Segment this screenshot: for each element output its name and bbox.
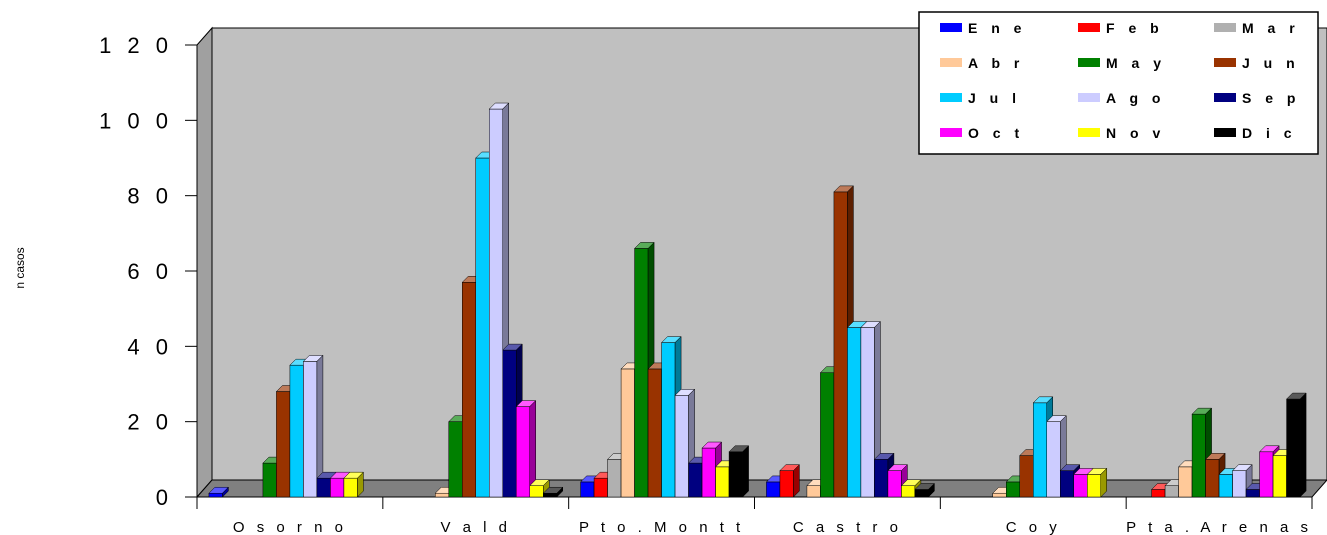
legend-swatch [1214, 23, 1236, 32]
y-tick-label: 8 0 [127, 184, 173, 209]
x-tick-label: P t a . A r e n a s [1126, 519, 1312, 535]
x-tick-label: O s o r n o [233, 519, 347, 535]
legend-label: S e p [1242, 90, 1300, 106]
legend-swatch [1214, 93, 1236, 102]
bar [1087, 468, 1107, 497]
side-wall [197, 28, 212, 497]
legend-swatch [1214, 128, 1236, 137]
legend-swatch [1078, 128, 1100, 137]
legend-label: F e b [1106, 20, 1164, 36]
legend: E n e F e b M a r A b r M a y J u n J u l A g o… [919, 12, 1318, 154]
legend-swatch [1078, 23, 1100, 32]
bar [1287, 393, 1307, 497]
bar [344, 472, 364, 497]
legend-swatch [1078, 58, 1100, 67]
y-axis-label: n casos [13, 247, 27, 288]
bar [780, 465, 800, 497]
legend-label: M a y [1106, 55, 1166, 71]
legend-swatch [940, 23, 962, 32]
legend-label: M a r [1242, 20, 1300, 36]
legend-label: A g o [1106, 90, 1165, 106]
y-tick-label: 0 [156, 485, 173, 510]
bar [729, 446, 749, 497]
x-tick-label: C a s t r o [793, 519, 902, 535]
y-tick-label: 6 0 [127, 259, 173, 284]
legend-swatch [940, 128, 962, 137]
legend-label: D i c [1242, 125, 1297, 141]
y-tick-label: 1 0 0 [99, 108, 173, 133]
y-tick-label: 2 0 [127, 410, 173, 435]
legend-label: A b r [968, 55, 1024, 71]
x-tick-label: V a l d [440, 519, 511, 535]
x-tick-label: P t o . M o n t t [579, 519, 744, 535]
y-tick-label: 4 0 [127, 334, 173, 359]
legend-label: J u l [968, 90, 1021, 106]
legend-swatch [940, 93, 962, 102]
x-axis: O s o r n o V a l d P t o . M o n t t C a s… [197, 497, 1312, 535]
legend-label: E n e [968, 20, 1026, 36]
legend-swatch [1214, 58, 1236, 67]
legend-swatch [940, 58, 962, 67]
legend-label: J u n [1242, 55, 1300, 71]
legend-swatch [1078, 93, 1100, 102]
y-axis: 0 2 0 4 0 6 0 8 0 1 0 0 1 2 0 [99, 33, 197, 510]
legend-label: N o v [1106, 125, 1165, 141]
x-tick-label: C o y [1006, 519, 1061, 535]
y-tick-label: 1 2 0 [99, 33, 173, 58]
legend-label: O c t [968, 125, 1024, 141]
